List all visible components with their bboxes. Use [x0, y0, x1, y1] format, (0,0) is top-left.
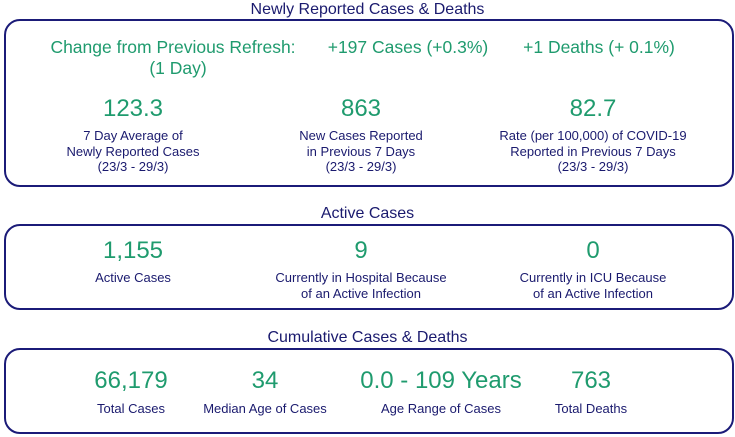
total-deaths-label: Total Deaths — [536, 401, 646, 417]
deaths-change: +1 Deaths (+ 0.1%) — [523, 37, 675, 57]
label-line: Total Deaths — [554, 401, 628, 416]
label-line: 7 Day Average of — [83, 128, 183, 143]
label-line: Currently in Hospital Because — [275, 270, 447, 285]
label-line: Newly Reported Cases — [66, 143, 200, 159]
in-hospital-value: 9 — [354, 237, 368, 264]
total-cases-value: 66,179 — [94, 367, 168, 394]
label-line: New Cases Reported — [299, 128, 423, 143]
median-age-label: Median Age of Cases — [185, 401, 345, 417]
change-label: Change from Previous Refresh: — [50, 37, 296, 57]
active-cases-panel: 1,155 Active Cases 9 Currently in Hospit… — [4, 224, 734, 310]
label-line: (23/3 - 29/3) — [97, 159, 169, 174]
median-age-value: 34 — [251, 367, 279, 394]
total-cases-label: Total Cases — [61, 401, 201, 417]
newly-reported-heading: Newly Reported Cases & Deaths — [250, 1, 485, 18]
active-cases-label: Active Cases — [38, 270, 228, 286]
cases-change: +197 Cases (+0.3%) — [327, 37, 489, 57]
new-cases-7-days-label: New Cases Reported in Previous 7 Days (2… — [256, 128, 466, 175]
in-hospital-label: Currently in Hospital Because of an Acti… — [246, 270, 476, 301]
label-line: in Previous 7 Days — [306, 143, 416, 159]
age-range-value: 0.0 - 109 Years — [360, 367, 522, 394]
age-range-label: Age Range of Cases — [361, 401, 521, 417]
label-line: of an Active Infection — [533, 285, 653, 301]
label-line: Total Cases — [97, 401, 165, 416]
label-line: Age Range of Cases — [381, 401, 501, 416]
label-line: (23/3 - 29/3) — [557, 159, 629, 174]
label-line: Rate (per 100,000) of COVID-19 — [499, 128, 687, 143]
seven-day-average-value: 123.3 — [102, 95, 164, 122]
label-line: Reported in Previous 7 Days — [510, 143, 676, 159]
seven-day-average-label: 7 Day Average of Newly Reported Cases (2… — [28, 128, 238, 175]
change-period: (1 Day) — [149, 58, 207, 78]
rate-per-100k-label: Rate (per 100,000) of COVID-19 Reported … — [473, 128, 713, 175]
cumulative-heading: Cumulative Cases & Deaths — [267, 329, 468, 346]
label-line: Median Age of Cases — [203, 401, 327, 416]
active-cases-value: 1,155 — [102, 237, 164, 264]
newly-reported-panel: Change from Previous Refresh: (1 Day) +1… — [4, 19, 734, 187]
label-line: of an Active Infection — [301, 285, 421, 301]
rate-per-100k-value: 82.7 — [569, 95, 617, 122]
cumulative-panel: 66,179 Total Cases 34 Median Age of Case… — [4, 348, 734, 434]
total-deaths-value: 763 — [570, 367, 612, 394]
active-cases-heading: Active Cases — [320, 205, 415, 222]
new-cases-7-days-value: 863 — [340, 95, 382, 122]
label-line: Active Cases — [95, 270, 171, 285]
in-icu-label: Currently in ICU Because of an Active In… — [478, 270, 708, 301]
in-icu-value: 0 — [586, 237, 600, 264]
label-line: Currently in ICU Because — [519, 270, 667, 285]
label-line: (23/3 - 29/3) — [325, 159, 397, 174]
